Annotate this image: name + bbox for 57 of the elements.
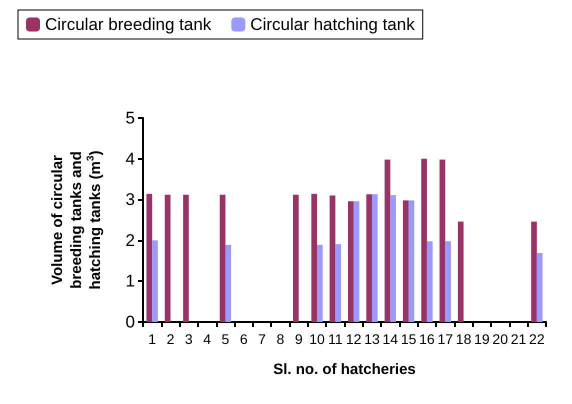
bar — [317, 244, 323, 322]
bar — [408, 200, 414, 322]
bar — [366, 194, 372, 322]
x-tick-label: 5 — [222, 331, 230, 347]
bar — [421, 158, 427, 322]
bar — [402, 200, 409, 322]
x-tick-label: 11 — [328, 331, 343, 347]
x-tick-label: 17 — [437, 331, 454, 347]
x-tick-label: 16 — [419, 331, 435, 347]
y-tick-label: 3 — [126, 190, 135, 210]
x-tick-label: 19 — [474, 331, 490, 347]
bar — [335, 244, 342, 322]
bar — [536, 253, 543, 322]
bar — [330, 196, 336, 322]
bar — [293, 194, 299, 322]
x-tick-label: 14 — [382, 331, 398, 347]
x-tick-label: 13 — [364, 331, 380, 347]
bar — [384, 160, 390, 322]
legend-label: Circular breeding tank — [45, 15, 212, 34]
x-tick-label: 18 — [456, 331, 472, 347]
bar — [531, 222, 537, 322]
bar — [348, 201, 354, 322]
bar — [426, 241, 433, 322]
bar — [164, 194, 170, 322]
x-tick-label: 20 — [492, 331, 508, 347]
x-tick-label: 1 — [148, 331, 156, 347]
y-tick-label: 2 — [126, 230, 135, 250]
bar — [390, 195, 396, 322]
bar — [183, 194, 189, 322]
y-tick-label: 1 — [126, 272, 135, 291]
bar — [311, 194, 318, 322]
bar — [220, 194, 226, 322]
bar — [354, 201, 360, 322]
bar — [372, 194, 378, 322]
y-tick-label: 4 — [126, 149, 135, 168]
y-tick-label: 5 — [126, 108, 135, 128]
bar — [445, 241, 451, 322]
bar — [440, 160, 446, 322]
bar — [458, 222, 464, 322]
x-axis-title: Sl. no. of hatcheries — [273, 361, 416, 378]
x-tick-label: 10 — [309, 331, 326, 347]
bar — [146, 194, 152, 322]
x-tick-label: 4 — [203, 331, 212, 347]
x-tick-label: 6 — [240, 331, 248, 347]
x-tick-label: 7 — [258, 331, 266, 347]
x-tick-label: 15 — [400, 331, 417, 347]
x-tick-label: 12 — [346, 331, 362, 347]
legend-label: Circular hatching tank — [250, 15, 416, 34]
x-tick-label: 3 — [184, 331, 193, 347]
x-tick-label: 2 — [166, 331, 175, 347]
bar — [225, 244, 232, 322]
x-tick-label: 22 — [529, 331, 545, 347]
x-tick-label: 21 — [510, 331, 527, 347]
y-tick-label: 0 — [126, 312, 135, 332]
x-tick-label: 9 — [294, 331, 303, 347]
x-tick-label: 8 — [276, 331, 284, 347]
bar — [152, 240, 158, 322]
